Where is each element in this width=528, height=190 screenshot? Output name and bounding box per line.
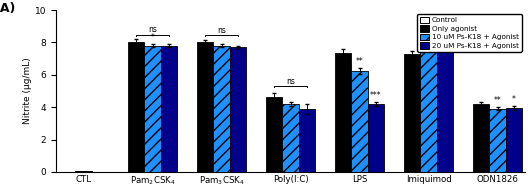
Text: **: ** [425, 33, 432, 42]
Text: **: ** [356, 57, 363, 66]
Y-axis label: Nitrite (μg/mL): Nitrite (μg/mL) [23, 58, 32, 124]
Bar [128, 42, 145, 172]
Bar [266, 97, 282, 172]
Text: ***: *** [370, 91, 382, 100]
Text: ns: ns [148, 25, 157, 34]
Bar [230, 47, 246, 172]
Bar [145, 46, 161, 172]
Bar [404, 54, 420, 172]
Bar [299, 109, 315, 172]
Bar [368, 104, 384, 172]
Bar [335, 53, 352, 172]
Legend: Control, Only agonist, 10 uM Ps-K18 + Agonist, 20 uM Ps-K18 + Agonist: Control, Only agonist, 10 uM Ps-K18 + Ag… [417, 14, 522, 52]
Bar [420, 47, 437, 172]
Bar [76, 171, 92, 172]
Bar [506, 108, 522, 172]
Text: *: * [512, 95, 516, 104]
Text: *: * [443, 33, 447, 42]
Bar [352, 71, 368, 172]
Bar [282, 104, 299, 172]
Text: (A): (A) [0, 2, 16, 15]
Text: **: ** [494, 96, 502, 105]
Bar [437, 47, 453, 172]
Text: ns: ns [286, 77, 295, 86]
Bar [161, 46, 177, 172]
Bar [473, 104, 489, 172]
Text: ns: ns [217, 26, 226, 35]
Bar [213, 46, 230, 172]
Text: *: * [150, 33, 155, 42]
Bar [197, 42, 213, 172]
Bar [489, 109, 506, 172]
